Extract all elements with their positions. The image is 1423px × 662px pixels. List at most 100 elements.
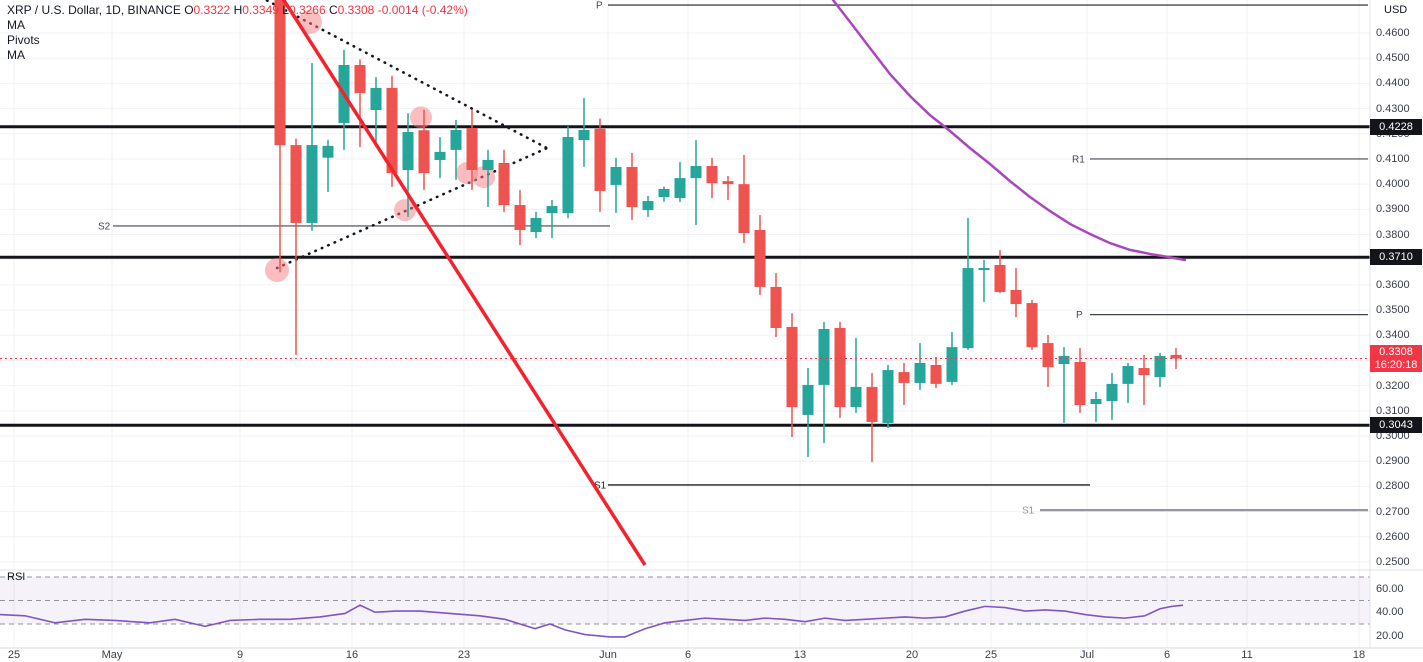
level-price-badge: 0.4228 (1370, 118, 1422, 135)
pattern-marker-circle (298, 9, 322, 34)
candle-down (722, 181, 734, 185)
legend: XRP / U.S. Dollar, 1D, BINANCE O0.3322 H… (7, 3, 468, 63)
indicator-row-pivots[interactable]: Pivots (7, 33, 40, 47)
candle-up (562, 137, 574, 214)
candle-down (866, 386, 878, 422)
pattern-marker-circle (473, 166, 495, 189)
time-axis-label: 25 (7, 649, 21, 661)
price-axis-label: 0.4600 (1376, 27, 1410, 39)
price-axis-unit: USD (1384, 4, 1408, 16)
candle-up (658, 188, 670, 197)
candle-up (802, 384, 814, 415)
candle-up (914, 362, 926, 383)
candle-down (626, 167, 638, 208)
time-axis-label: 9 (236, 649, 244, 661)
candle-up (610, 167, 622, 185)
time-axis-label: Jul (1079, 649, 1095, 661)
price-axis-label: 0.4300 (1376, 102, 1410, 115)
price-axis-label: 0.2700 (1376, 505, 1410, 518)
time-axis-label: 6 (1163, 649, 1171, 661)
candle-up (1154, 355, 1166, 378)
candle-up (370, 87, 382, 111)
candle-down (1026, 303, 1038, 348)
rsi-axis-label: 40.00 (1376, 606, 1404, 619)
pivot-label-p: P (596, 1, 603, 12)
candle-down (706, 166, 718, 184)
time-axis-label: 20 (905, 649, 919, 661)
last-price-value: 0.3308 (1379, 346, 1413, 359)
candle-up (978, 268, 990, 271)
price-axis-label: 0.3500 (1376, 304, 1410, 317)
ohlc-value: 0.3322 (193, 3, 231, 17)
candle-up (1122, 366, 1134, 384)
candle-up (482, 159, 494, 171)
level-price-badge: 0.3710 (1370, 249, 1422, 266)
rsi-axis-label: 20.00 (1376, 629, 1404, 642)
candle-down (738, 184, 750, 234)
candle-down (274, 0, 286, 146)
price-axis-label: 0.3900 (1376, 203, 1410, 216)
candle-up (818, 328, 830, 385)
pivot-label-s2: S2 (98, 221, 111, 232)
pivot-label-s1: S1 (594, 480, 607, 491)
candle-down (786, 326, 798, 408)
ohlc-key: C (325, 3, 338, 17)
candle-up (642, 201, 654, 211)
candle-down (770, 286, 782, 328)
price-axis-label: 0.3600 (1376, 278, 1410, 291)
candle-down (354, 64, 366, 93)
price-axis-label: 0.3200 (1376, 379, 1410, 392)
ohlc-key: O (184, 3, 194, 17)
time-axis-label: May (101, 649, 123, 661)
candle-down (418, 130, 430, 174)
pivot-label-s1: S1 (1022, 506, 1035, 517)
candle-up (1106, 383, 1118, 402)
last-price-badge: 0.3308 16:20:18 (1370, 345, 1422, 373)
ma-line (831, 0, 1187, 262)
ohlc-values: O0.3322 H0.3349 L0.3266 C0.3308 (184, 3, 374, 17)
price-axis-label: 0.3100 (1376, 404, 1410, 417)
change-value: -0.0014 (-0.42%) (377, 3, 468, 17)
price-axis-label: 0.2500 (1376, 556, 1410, 568)
candle-down (466, 127, 478, 171)
candle-down (594, 128, 606, 191)
candle-down (1042, 343, 1054, 368)
candle-up (578, 129, 590, 141)
candle-down (514, 205, 526, 230)
legend-symbol-row[interactable]: XRP / U.S. Dollar, 1D, BINANCE O0.3322 H… (7, 3, 468, 18)
candle-down (994, 265, 1006, 292)
candle-down (290, 145, 302, 223)
price-axis-label: 0.2800 (1376, 480, 1410, 493)
candle-up (402, 131, 414, 171)
rsi-axis-label: 60.00 (1376, 582, 1404, 595)
price-axis-label: 0.4100 (1376, 152, 1410, 165)
candle-down (898, 372, 910, 383)
candle-up (962, 268, 974, 349)
pattern-marker-circle (394, 199, 416, 222)
price-axis-label: 0.3800 (1376, 228, 1410, 241)
time-axis-label: 23 (457, 649, 471, 661)
time-axis-label: 25 (984, 649, 998, 661)
price-axis-label: 0.2600 (1376, 530, 1410, 543)
symbol-title[interactable]: XRP / U.S. Dollar, 1D, BINANCE (7, 3, 181, 17)
indicator-row-ma[interactable]: MA (7, 18, 25, 32)
rsi-line (0, 604, 1184, 638)
candle-up (946, 347, 958, 382)
candle-down (930, 365, 942, 384)
rsi-indicator-label[interactable]: RSI (7, 571, 26, 583)
candle-up (306, 145, 318, 223)
trend-line[interactable] (281, 0, 647, 566)
candle-up (674, 178, 686, 198)
ohlc-value: 0.3349 (242, 3, 279, 17)
level-price-badge: 0.3043 (1370, 417, 1422, 434)
candle-up (450, 129, 462, 150)
pivot-label-r1: R1 (1072, 154, 1085, 165)
indicator-row-ma[interactable]: MA (7, 48, 25, 62)
candle-down (1010, 289, 1022, 305)
candle-up (434, 151, 446, 160)
time-axis-label: Jun (599, 649, 617, 661)
price-axis-label: 0.4000 (1376, 178, 1410, 191)
candle-up (882, 370, 894, 423)
